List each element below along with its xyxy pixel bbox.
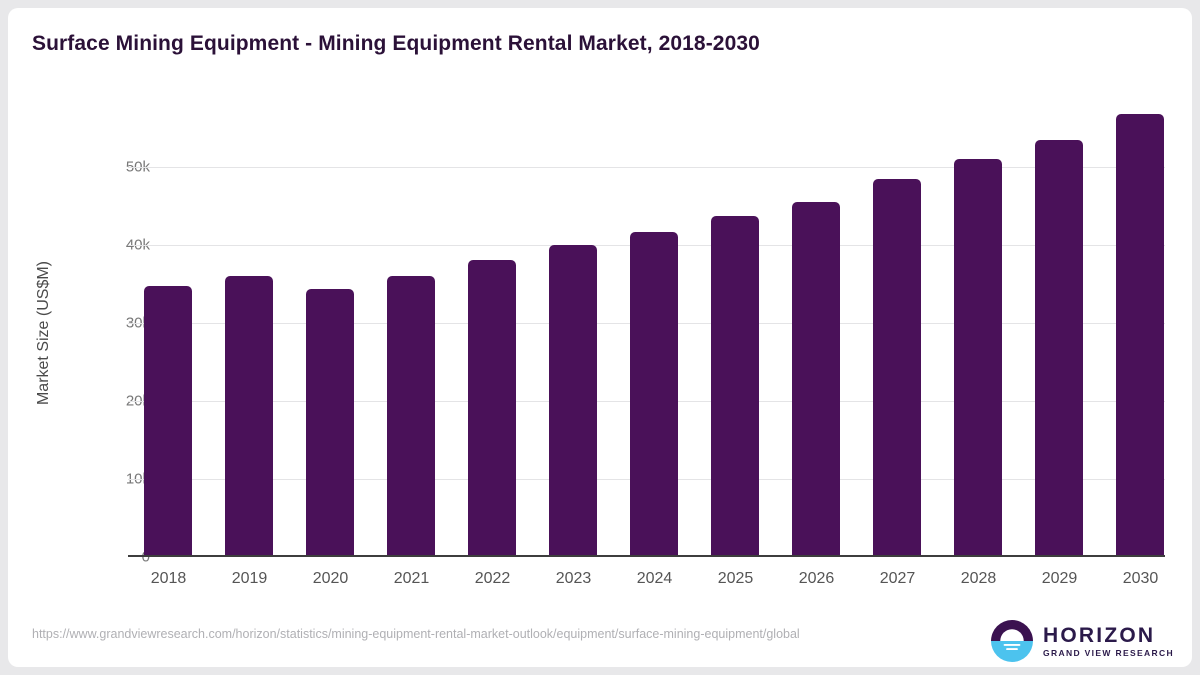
horizon-logo: HORIZON GRAND VIEW RESEARCH: [991, 620, 1174, 662]
x-tick-label-2018: 2018: [150, 570, 187, 587]
x-tick-label-2024: 2024: [636, 570, 673, 587]
x-tick-label-2026: 2026: [798, 570, 835, 587]
x-tick-label-2019: 2019: [231, 570, 268, 587]
x-axis-line: [128, 555, 1165, 557]
page-title: Surface Mining Equipment - Mining Equipm…: [32, 32, 760, 55]
bar-slot: [371, 108, 452, 557]
bar-2021[interactable]: [387, 275, 435, 557]
horizon-logo-icon: [991, 620, 1034, 662]
x-tick-label-2023: 2023: [555, 570, 592, 587]
bar-slot: [1019, 108, 1100, 557]
bar-2020[interactable]: [306, 288, 354, 557]
bar-slot: [695, 108, 776, 557]
bar-slot: [938, 108, 1019, 557]
plot-area: [128, 108, 1165, 557]
bar-slot: [533, 108, 614, 557]
bar-slot: [1100, 108, 1181, 557]
bar-2027[interactable]: [873, 179, 921, 557]
source-url[interactable]: https://www.grandviewresearch.com/horizo…: [32, 627, 800, 641]
bar-2028[interactable]: [954, 158, 1002, 557]
x-tick-label-2029: 2029: [1041, 570, 1078, 587]
horizon-wordmark: HORIZON: [1043, 623, 1156, 647]
bar-2029[interactable]: [1035, 140, 1083, 557]
bar-2030[interactable]: [1116, 114, 1164, 557]
bar-slot: [290, 108, 371, 557]
y-axis-title: Market Size (US$M): [32, 108, 56, 557]
x-tick-label-2022: 2022: [474, 570, 511, 587]
horizon-tagline: GRAND VIEW RESEARCH: [1043, 647, 1174, 658]
bar-slot: [614, 108, 695, 557]
x-tick-label-2027: 2027: [879, 570, 916, 587]
bar-2024[interactable]: [630, 232, 678, 557]
y-axis-title-label: Market Size (US$M): [35, 260, 52, 405]
bar-slot: [128, 108, 209, 557]
chart-card: Surface Mining Equipment - Mining Equipm…: [8, 8, 1192, 667]
bar-2022[interactable]: [468, 260, 516, 557]
bar-2019[interactable]: [225, 276, 273, 557]
x-tick-label-2025: 2025: [717, 570, 754, 587]
bar-slot: [857, 108, 938, 557]
bar-2023[interactable]: [549, 245, 597, 557]
x-tick-label-2020: 2020: [312, 570, 349, 587]
bar-slot: [452, 108, 533, 557]
x-tick-label-2030: 2030: [1122, 570, 1159, 587]
horizon-logo-text: HORIZON GRAND VIEW RESEARCH: [1043, 625, 1174, 658]
bar-2025[interactable]: [711, 215, 759, 557]
x-tick-label-2021: 2021: [393, 570, 430, 587]
bar-2018[interactable]: [144, 286, 192, 557]
y-tick-label: 0: [141, 548, 150, 566]
gridline: [128, 166, 1165, 168]
x-tick-label-2028: 2028: [960, 570, 997, 587]
bar-2026[interactable]: [792, 201, 840, 557]
bar-slot: [209, 108, 290, 557]
bar-slot: [776, 108, 857, 557]
